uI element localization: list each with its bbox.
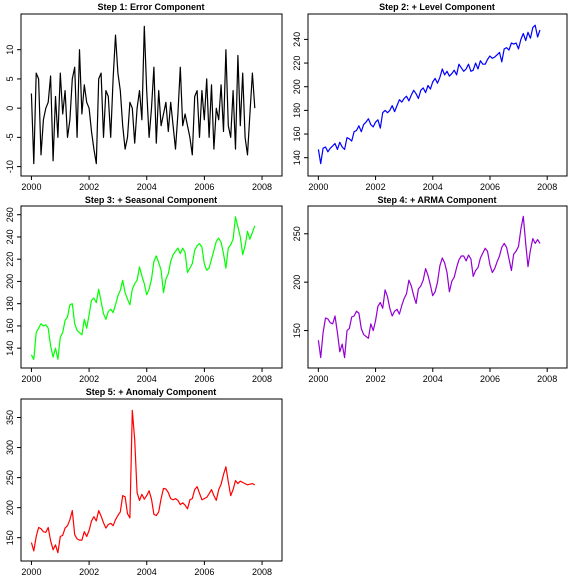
x-tick-label: 2000 — [21, 374, 41, 384]
panel-title: Step 4: + ARMA Component — [377, 195, 496, 205]
panel-title: Step 2: + Level Component — [379, 2, 495, 12]
x-tick-label: 2002 — [79, 182, 99, 192]
panel-title: Step 3: + Seasonal Component — [85, 195, 217, 205]
y-tick-label: 220 — [292, 56, 302, 71]
y-tick-label: 180 — [5, 296, 15, 311]
y-tick-label: 150 — [5, 530, 15, 545]
x-tick-label: 2004 — [423, 374, 443, 384]
y-tick-label: 260 — [5, 207, 15, 222]
y-tick-label: 5 — [5, 76, 15, 81]
x-tick-label: 2004 — [137, 567, 157, 576]
y-tick-label: 220 — [5, 252, 15, 267]
x-tick-label: 2008 — [537, 182, 557, 192]
x-tick-label: 2000 — [308, 182, 328, 192]
x-tick-label: 2000 — [21, 567, 41, 576]
y-tick-label: 160 — [292, 126, 302, 141]
seasonal-component-panel: Step 3: + Seasonal Component 2000 2002 200… — [5, 195, 283, 384]
plot-frame — [20, 205, 283, 369]
panel-title: Step 1: Error Component — [97, 2, 204, 12]
x-tick-label: 2000 — [308, 374, 328, 384]
x-tick-label: 2006 — [194, 374, 214, 384]
anomaly-component-panel: Step 5: + Anomaly Component 2000 2002 2004… — [5, 387, 283, 576]
series-line — [30, 409, 256, 554]
plot-frame — [307, 13, 568, 177]
plot-frame — [20, 13, 283, 177]
x-tick-label: 2002 — [366, 374, 386, 384]
y-tick-label: 200 — [5, 500, 15, 515]
y-tick-label: 200 — [292, 275, 302, 290]
arma-component-panel: Step 4: + ARMA Component 2000 2002 2004 200… — [292, 195, 568, 384]
x-tick-label: 2008 — [252, 567, 272, 576]
plot-frame — [307, 205, 568, 369]
x-tick-label: 2002 — [366, 182, 386, 192]
x-tick-label: 2006 — [194, 567, 214, 576]
y-tick-label: 240 — [292, 32, 302, 47]
y-tick-label: 250 — [5, 470, 15, 485]
y-tick-label: -10 — [5, 160, 15, 173]
y-tick-label: 140 — [292, 150, 302, 165]
y-tick-label: 150 — [292, 323, 302, 338]
y-tick-label: 300 — [5, 440, 15, 455]
level-component-panel: Step 2: + Level Component 2000 2002 2004 20… — [292, 2, 568, 192]
x-tick-label: 2002 — [79, 567, 99, 576]
x-tick-label: 2004 — [423, 182, 443, 192]
y-tick-label: 350 — [5, 410, 15, 425]
y-tick-label: 0 — [5, 106, 15, 111]
y-tick-label: 180 — [292, 103, 302, 118]
y-tick-label: 10 — [5, 45, 15, 55]
y-tick-label: 240 — [5, 229, 15, 244]
series-line — [30, 216, 256, 360]
x-tick-label: 2008 — [252, 182, 272, 192]
y-tick-label: 200 — [292, 79, 302, 94]
x-tick-label: 2006 — [480, 374, 500, 384]
x-tick-label: 2002 — [79, 374, 99, 384]
y-tick-label: 140 — [5, 341, 15, 356]
series-line — [317, 215, 541, 359]
y-tick-label: 160 — [5, 318, 15, 333]
x-tick-label: 2000 — [21, 182, 41, 192]
x-tick-label: 2006 — [194, 182, 214, 192]
series-line — [317, 24, 541, 165]
plot-frame — [20, 398, 283, 562]
y-tick-label: 250 — [292, 226, 302, 241]
x-tick-label: 2004 — [137, 182, 157, 192]
x-tick-label: 2004 — [137, 374, 157, 384]
panel-title: Step 5: + Anomaly Component — [86, 387, 216, 397]
series-line — [30, 25, 256, 165]
x-tick-label: 2006 — [480, 182, 500, 192]
error-component-panel: Step 1: Error Component 2000 2002 2004 2006… — [5, 2, 283, 192]
y-tick-label: -5 — [5, 133, 15, 141]
x-tick-label: 2008 — [537, 374, 557, 384]
y-tick-label: 200 — [5, 274, 15, 289]
x-tick-label: 2008 — [252, 374, 272, 384]
